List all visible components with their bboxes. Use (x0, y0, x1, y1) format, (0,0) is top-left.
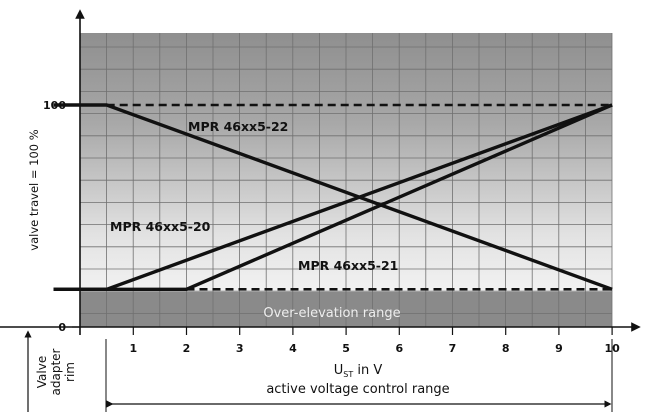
x-axis-label-main: U (334, 363, 344, 378)
series-label-21: MPR 46xx5-21 (298, 258, 398, 273)
x-tick-label: 9 (555, 342, 563, 355)
series-label-22: MPR 46xx5-22 (188, 119, 288, 134)
x-tick-label: 7 (449, 342, 457, 355)
rim-label: Valve adapter rim (35, 348, 77, 395)
control-range-label: active voltage control range (266, 382, 449, 397)
over-elevation-label: Over-elevation range (263, 306, 400, 321)
rim-label-line2: adapter (49, 348, 63, 395)
series-lines (53, 103, 613, 291)
x-axis-label-sub: ST (343, 370, 353, 379)
rim-label-line3: rim (63, 362, 77, 382)
x-axis-label: UST in V (334, 363, 383, 379)
x-tick-label: 8 (502, 342, 510, 355)
x-tick-label: 3 (236, 342, 244, 355)
x-tick-label: 2 (183, 342, 191, 355)
rim-label-line1: Valve (35, 356, 49, 388)
series-label-20: MPR 46xx5-20 (110, 219, 211, 234)
x-tick-label: 4 (289, 342, 297, 355)
grid (80, 33, 613, 327)
y-tick-label-100: 100 (43, 99, 66, 112)
x-ticks: 1 2 3 4 5 6 7 8 9 10 (129, 327, 620, 355)
x-axis-label-unit: in V (353, 363, 382, 378)
y-axis-label: valve travel = 100 % (27, 129, 41, 250)
x-tick-label: 5 (342, 342, 350, 355)
x-tick-label: 6 (395, 342, 403, 355)
x-tick-label: 1 (129, 342, 137, 355)
y-tick-label-0: 0 (58, 321, 66, 334)
